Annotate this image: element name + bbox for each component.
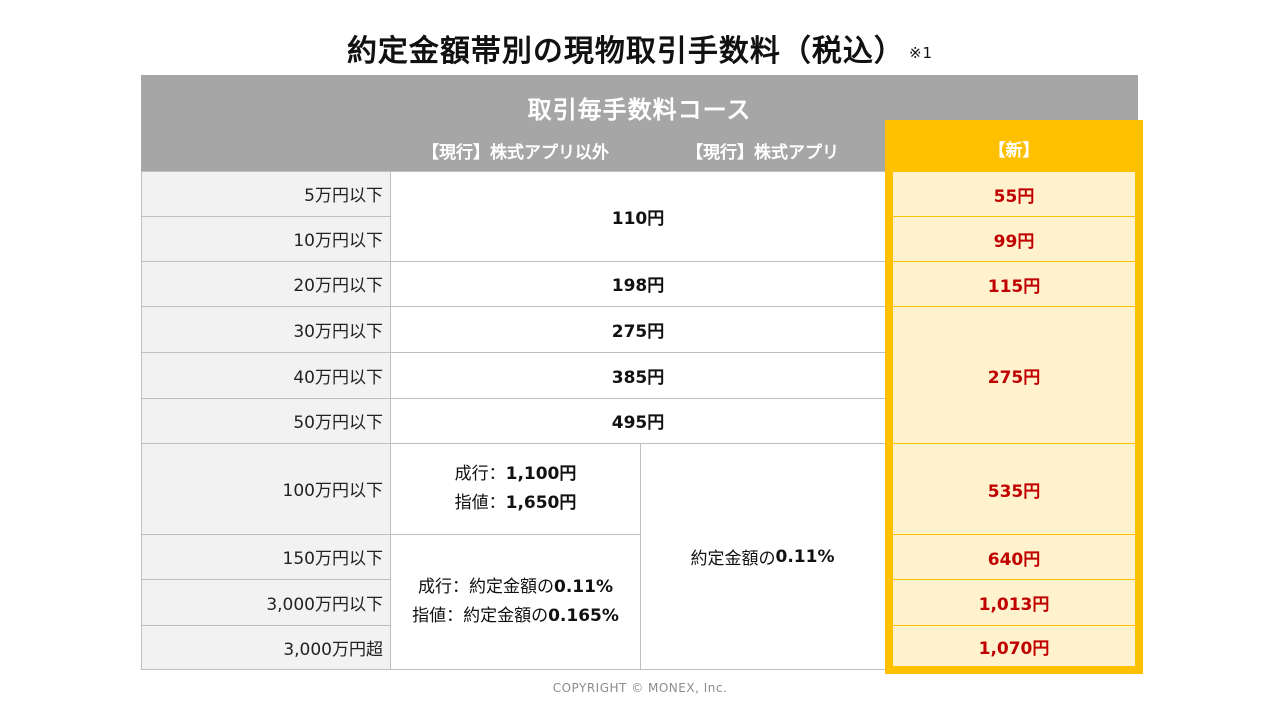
market-order-prefix: 成行： xyxy=(454,463,506,484)
current-fee-value: 110円 xyxy=(611,208,665,229)
copyright: COPYRIGHT © MONEX, Inc. xyxy=(552,681,728,695)
row-label: 5万円以下 xyxy=(141,171,391,216)
grid-line xyxy=(141,579,391,580)
new-fee-cell: 640円 xyxy=(893,535,1135,579)
limit-order-value: 0.165% xyxy=(548,606,619,626)
column-header-new: 【新】 xyxy=(988,140,1040,161)
market-order-line: 成行：約定金額の0.11% xyxy=(418,573,613,602)
current-fee-cell: 110円 xyxy=(391,171,885,261)
column-header-current-app: 【現行】株式アプリ xyxy=(686,143,839,163)
column-header-current-other: 【現行】株式アプリ以外 xyxy=(422,143,609,163)
grid-line xyxy=(141,669,885,670)
limit-order-prefix: 指値： xyxy=(454,492,506,513)
new-fee-cell: 275円 xyxy=(893,307,1135,443)
limit-order-prefix: 指値：約定金額の xyxy=(412,606,549,626)
app-fee-prefix: 約定金額の xyxy=(690,549,776,569)
current-fee-cell-over-100man: 成行：約定金額の0.11% 指値：約定金額の0.165% xyxy=(391,534,640,670)
current-fee-value: 495円 xyxy=(611,413,665,433)
current-app-fee-cell: 約定金額の 0.11% xyxy=(640,443,885,670)
grid-line xyxy=(141,625,391,626)
app-fee-value: 0.11% xyxy=(775,546,835,567)
row-label: 3,000万円超 xyxy=(141,625,391,670)
row-label: 30万円以下 xyxy=(141,306,391,352)
limit-order-line: 指値：1,650円 xyxy=(455,489,577,518)
market-order-line: 成行：1,100円 xyxy=(455,460,577,489)
grid-line xyxy=(141,306,885,307)
new-fee-cell: 115円 xyxy=(893,262,1135,306)
grid-line xyxy=(390,171,391,670)
current-fee-cell: 198円 xyxy=(391,261,885,306)
current-fee-value: 198円 xyxy=(611,276,665,296)
grid-line xyxy=(141,171,885,172)
row-label: 50万円以下 xyxy=(141,398,391,443)
grid-line xyxy=(141,261,885,262)
grid-line xyxy=(141,443,885,444)
course-title: 取引毎手数料コース xyxy=(527,96,752,124)
title-note: ※1 xyxy=(908,43,934,62)
grid-line xyxy=(141,216,391,217)
current-fee-cell-100man: 成行：1,100円 指値：1,650円 xyxy=(391,443,640,534)
limit-order-line: 指値：約定金額の0.165% xyxy=(412,602,619,631)
new-fee-cell: 55円 xyxy=(893,172,1135,216)
row-label: 10万円以下 xyxy=(141,216,391,261)
grid-line xyxy=(141,171,142,670)
current-fee-cell: 275円 xyxy=(391,306,885,352)
row-label: 3,000万円以下 xyxy=(141,579,391,625)
current-fee-cell: 495円 xyxy=(391,398,885,443)
grid-line xyxy=(640,443,641,670)
new-fee-cell: 535円 xyxy=(893,444,1135,534)
row-label: 100万円以下 xyxy=(141,443,391,534)
current-fee-cell: 385円 xyxy=(391,352,885,398)
new-fee-cell: 1,070円 xyxy=(893,626,1135,666)
new-fee-cell: 99円 xyxy=(893,217,1135,261)
row-label: 150万円以下 xyxy=(141,534,391,579)
current-fee-value: 385円 xyxy=(611,367,665,388)
row-label: 40万円以下 xyxy=(141,352,391,398)
grid-line xyxy=(141,398,885,399)
new-fee-cell: 1,013円 xyxy=(893,580,1135,625)
grid-line xyxy=(141,352,885,353)
current-fee-value: 275円 xyxy=(611,321,665,342)
market-order-prefix: 成行：約定金額の xyxy=(418,577,554,597)
row-label: 20万円以下 xyxy=(141,261,391,306)
title-text: 約定金額帯別の現物取引手数料（税込） xyxy=(346,34,905,69)
limit-order-value: 1,650円 xyxy=(505,492,577,513)
page-title: 約定金額帯別の現物取引手数料（税込） ※1 xyxy=(0,26,1280,70)
market-order-value: 0.11% xyxy=(554,577,613,597)
market-order-value: 1,100円 xyxy=(505,463,577,484)
